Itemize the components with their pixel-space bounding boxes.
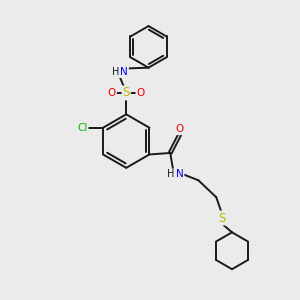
Text: H: H	[167, 169, 175, 179]
Text: S: S	[122, 86, 130, 99]
Text: N: N	[176, 169, 184, 179]
Text: Cl: Cl	[77, 123, 87, 133]
Text: O: O	[176, 124, 184, 134]
Text: O: O	[136, 88, 145, 98]
Text: N: N	[120, 67, 128, 77]
Text: O: O	[108, 88, 116, 98]
Text: H: H	[112, 67, 119, 77]
Text: S: S	[218, 212, 225, 225]
